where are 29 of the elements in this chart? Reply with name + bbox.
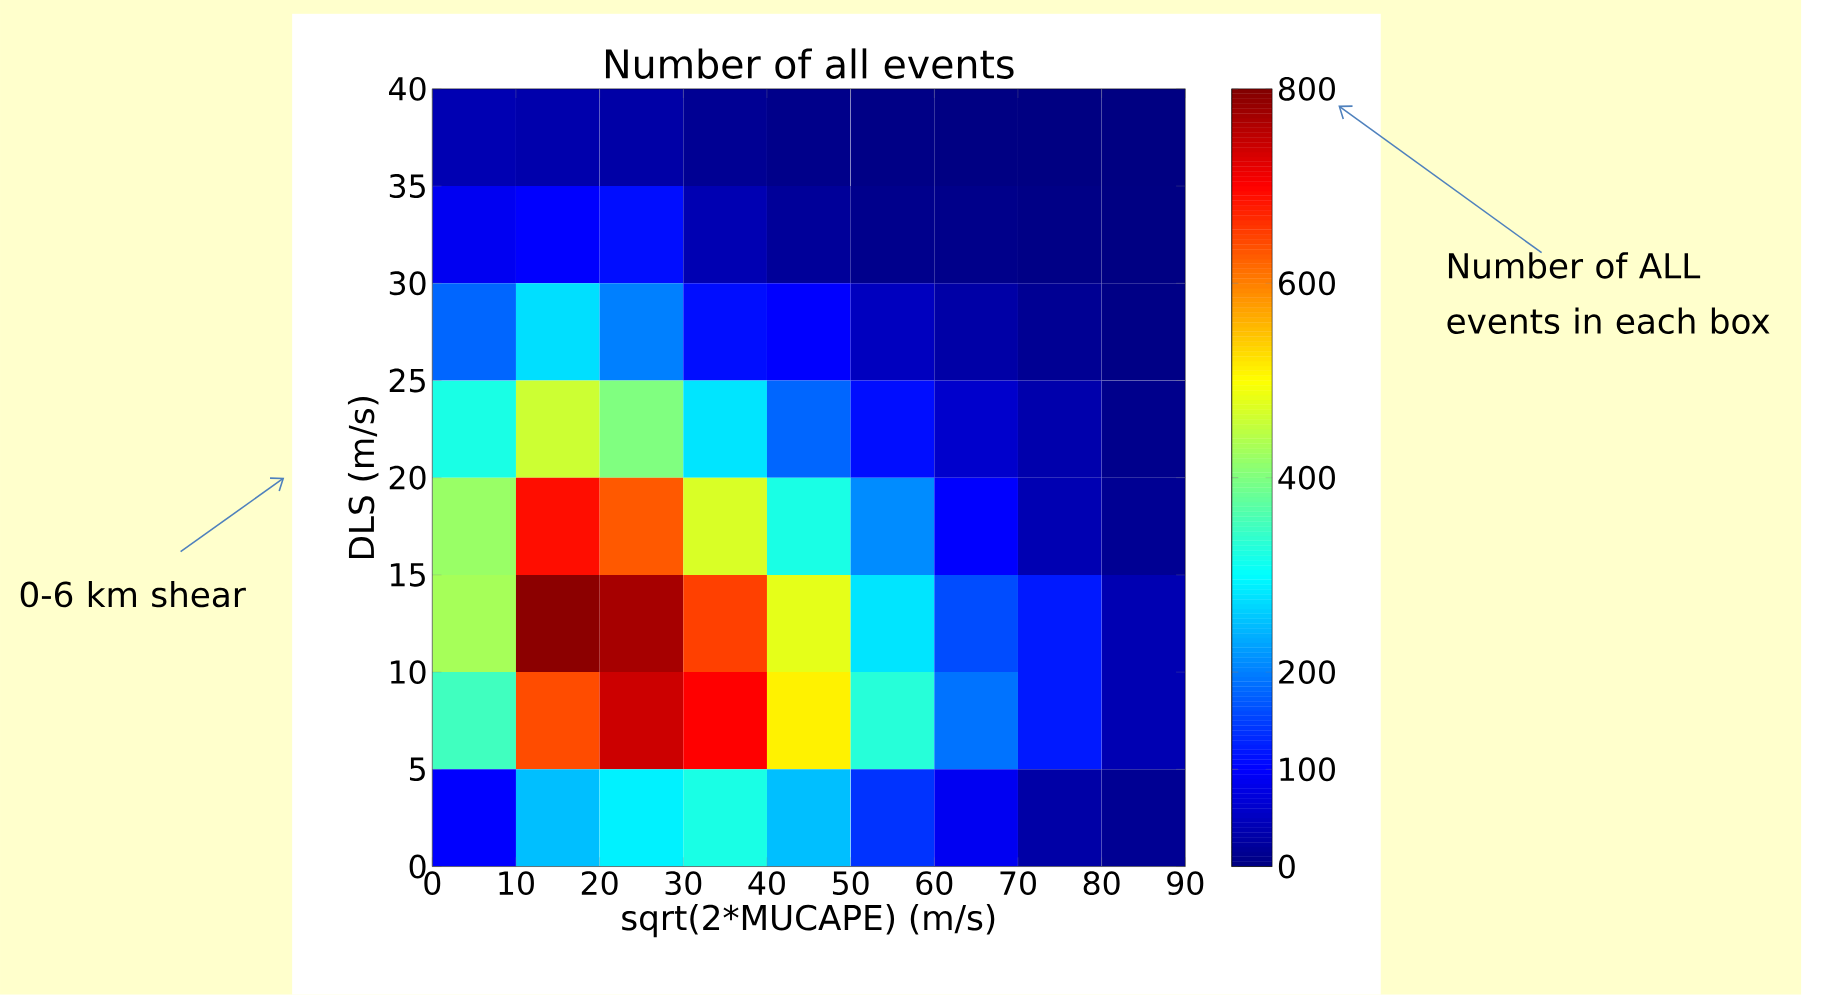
color-bar-label: 0 <box>1278 854 1295 879</box>
x-tick-label: 70 <box>1000 871 1036 896</box>
x-tick-label: 50 <box>832 871 869 896</box>
x-tick-label: 20 <box>581 871 618 896</box>
y-axis-title: DLS (m/s) <box>347 397 379 559</box>
x-tick-label: 90 <box>1167 871 1204 896</box>
color-bar-label: 400 <box>1278 465 1335 490</box>
x-tick-label: 60 <box>916 871 953 896</box>
y-tick-label: 40 <box>389 76 426 101</box>
y-tick-label: 35 <box>389 174 425 199</box>
x-tick-label: 40 <box>748 871 785 896</box>
color-bar-label: 200 <box>1279 660 1335 685</box>
color-bar-label: 100 <box>1280 757 1335 782</box>
y-tick-label: 10 <box>390 660 426 685</box>
y-tick-label: 5 <box>409 757 425 782</box>
y-tick-label: 15 <box>390 563 425 587</box>
x-tick-label: 80 <box>1083 871 1120 896</box>
text: Number of ALL events in each box <box>1447 252 1770 335</box>
color-bar-label: 600 <box>1279 271 1335 296</box>
x-tick-label: 30 <box>665 871 702 896</box>
y-tick-label: 20 <box>389 465 426 490</box>
y-tick-label: 0 <box>409 854 426 879</box>
x-axis-title: sqrt(2*MUCAPE) (m/s) <box>622 904 995 938</box>
chart-title: Number of all events <box>605 48 1014 79</box>
text: 0-6 km shear <box>20 580 246 608</box>
color-bar-label: 800 <box>1278 76 1335 101</box>
y-tick-label: 30 <box>389 271 426 296</box>
y-tick-label: 25 <box>389 368 425 393</box>
x-tick-label: 10 <box>499 871 534 896</box>
